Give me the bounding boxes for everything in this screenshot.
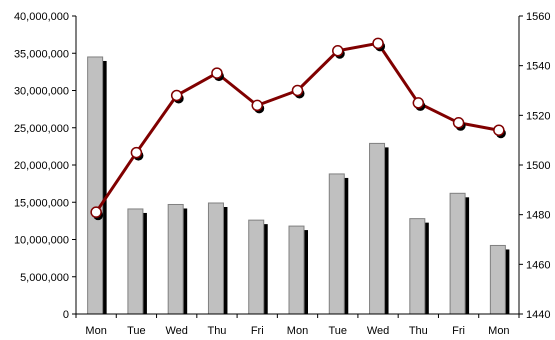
right-axis-tick-label: 1500 bbox=[526, 160, 550, 172]
line-point bbox=[291, 84, 304, 97]
bar-series bbox=[87, 56, 510, 315]
x-axis-tick-label: Thu bbox=[409, 325, 428, 337]
x-axis-tick-label: Mon bbox=[287, 325, 308, 337]
left-axis-tick-label: 20,000,000 bbox=[14, 160, 69, 172]
right-axis-tick-label: 1480 bbox=[526, 210, 550, 222]
axes bbox=[72, 15, 523, 318]
right-axis-tick-label: 1520 bbox=[526, 110, 550, 122]
bar bbox=[167, 203, 184, 315]
x-axis-tick-label: Tue bbox=[127, 325, 146, 337]
bar bbox=[207, 202, 224, 315]
right-axis-tick-label: 1540 bbox=[526, 61, 550, 73]
left-axis-tick-label: 10,000,000 bbox=[14, 235, 69, 247]
bar bbox=[127, 208, 144, 315]
bar bbox=[369, 142, 386, 315]
x-axis-tick-label: Mon bbox=[488, 325, 509, 337]
line-point bbox=[90, 206, 102, 218]
bar bbox=[248, 219, 265, 315]
right-axis-tick-label: 1440 bbox=[526, 309, 550, 321]
x-axis-tick-label: Mon bbox=[85, 325, 106, 337]
bar bbox=[449, 192, 466, 315]
left-axis-tick-label: 0 bbox=[63, 309, 69, 321]
right-axis-tick-label: 1560 bbox=[526, 11, 550, 23]
x-axis-tick-label: Wed bbox=[165, 325, 187, 337]
left-axis-tick-label: 5,000,000 bbox=[20, 272, 69, 284]
x-axis-tick-label: Tue bbox=[328, 325, 347, 337]
line-point bbox=[493, 124, 505, 136]
bar bbox=[328, 173, 345, 315]
left-axis-tick-label: 40,000,000 bbox=[14, 11, 69, 23]
line-point bbox=[332, 45, 344, 57]
line-point bbox=[372, 37, 384, 50]
line-point bbox=[412, 97, 425, 109]
left-axis-tick-label: 15,000,000 bbox=[14, 197, 69, 209]
x-axis-tick-label: Wed bbox=[367, 325, 389, 337]
x-axis-tick-label: Fri bbox=[452, 325, 465, 337]
bar bbox=[489, 244, 506, 315]
line-series bbox=[90, 37, 506, 221]
left-axis-tick-label: 25,000,000 bbox=[14, 123, 69, 135]
line-path bbox=[94, 41, 500, 214]
x-axis-tick-label: Thu bbox=[207, 325, 226, 337]
tick-labels: 0 5,000,000 10,000,000 15,000,000 20,000,000… bbox=[14, 11, 551, 337]
line-point bbox=[452, 117, 465, 129]
line-point bbox=[251, 99, 263, 112]
bar bbox=[87, 56, 104, 315]
line-point bbox=[170, 89, 183, 102]
bar bbox=[409, 218, 426, 315]
x-axis-tick-label: Fri bbox=[251, 325, 264, 337]
line-point bbox=[130, 146, 143, 159]
bar bbox=[288, 225, 305, 315]
left-axis-tick-label: 30,000,000 bbox=[14, 86, 69, 98]
left-axis-tick-label: 35,000,000 bbox=[14, 48, 69, 60]
line-point bbox=[211, 67, 223, 79]
right-axis-tick-label: 1460 bbox=[526, 259, 550, 271]
